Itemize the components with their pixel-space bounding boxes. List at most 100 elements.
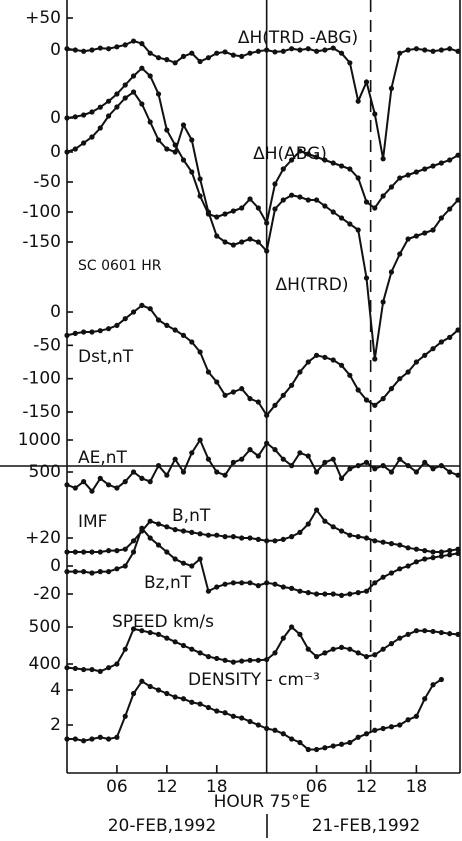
data-point <box>139 65 145 71</box>
data-point <box>122 713 128 719</box>
data-point <box>297 148 303 154</box>
data-point <box>197 531 203 537</box>
data-point <box>413 169 420 175</box>
data-point <box>139 678 145 684</box>
data-point <box>289 157 295 163</box>
data-point <box>105 665 112 671</box>
data-point <box>81 112 87 118</box>
data-point <box>405 47 411 53</box>
y-tick-label: 2 <box>50 715 61 735</box>
data-point <box>122 563 128 569</box>
data-point <box>205 588 212 594</box>
data-point <box>289 534 295 540</box>
data-point <box>347 221 353 227</box>
data-point <box>147 119 153 125</box>
data-point <box>214 655 220 662</box>
data-point <box>230 534 236 540</box>
data-point <box>422 230 428 236</box>
data-point <box>214 708 220 714</box>
data-point <box>347 466 353 472</box>
data-point <box>330 209 336 215</box>
data-point <box>172 456 178 462</box>
data-point <box>247 718 253 725</box>
data-point <box>214 532 220 538</box>
data-point <box>305 151 311 157</box>
data-point <box>405 563 411 569</box>
data-point <box>89 666 95 673</box>
data-point <box>388 269 395 275</box>
data-point <box>172 556 178 562</box>
x-axis-label: HOUR 75°E <box>214 792 311 812</box>
data-point <box>397 542 403 548</box>
data-point <box>455 197 461 203</box>
data-point <box>89 329 95 335</box>
data-point <box>380 156 386 162</box>
data-point <box>280 456 286 462</box>
data-point <box>447 631 453 637</box>
data-point <box>280 731 286 737</box>
data-point <box>114 566 120 572</box>
y-tick-label: -150 <box>22 402 61 422</box>
data-point <box>64 115 70 121</box>
data-point <box>105 326 112 332</box>
data-point <box>155 55 162 61</box>
data-point <box>388 541 395 547</box>
data-point <box>164 127 170 133</box>
data-point <box>405 631 411 638</box>
data-point <box>264 47 270 53</box>
data-point <box>164 472 170 478</box>
data-point <box>247 447 253 453</box>
data-point <box>455 546 461 552</box>
data-point <box>214 233 220 239</box>
y-tick-label: +50 <box>25 8 61 28</box>
data-point <box>455 472 461 478</box>
data-point <box>397 456 403 462</box>
data-point <box>114 104 120 110</box>
data-point <box>197 556 203 562</box>
data-point <box>105 113 112 119</box>
data-point <box>272 402 278 408</box>
data-point <box>289 463 295 469</box>
data-point <box>388 570 395 576</box>
data-point <box>197 176 203 182</box>
data-point <box>130 309 137 315</box>
data-point <box>81 48 87 54</box>
data-point <box>338 741 345 747</box>
data-point <box>272 49 278 55</box>
data-point <box>388 724 395 730</box>
data-point <box>247 50 253 56</box>
data-point <box>222 534 228 540</box>
data-point <box>388 386 395 392</box>
data-point <box>264 248 270 254</box>
data-point <box>214 469 220 475</box>
data-point <box>413 628 420 634</box>
data-point <box>97 569 103 575</box>
data-point <box>438 160 444 166</box>
data-point <box>372 205 378 211</box>
y-tick-label: -150 <box>22 232 61 252</box>
data-point <box>239 239 245 245</box>
data-point <box>155 137 162 143</box>
data-point <box>114 485 120 491</box>
data-point <box>247 196 253 202</box>
data-point <box>64 665 70 671</box>
data-point <box>164 635 170 641</box>
data-point <box>272 581 278 587</box>
data-point <box>322 591 328 597</box>
data-point <box>97 475 103 481</box>
data-point <box>255 722 261 728</box>
data-point <box>239 715 245 721</box>
data-point <box>147 629 153 636</box>
data-point <box>438 463 444 469</box>
data-point <box>164 57 170 63</box>
data-point <box>305 590 311 596</box>
data-point <box>239 53 245 60</box>
data-point <box>72 665 78 672</box>
data-point <box>430 549 436 555</box>
data-point <box>289 736 295 742</box>
data-point <box>130 538 137 544</box>
data-point <box>122 316 128 322</box>
data-point <box>164 690 170 697</box>
data-point <box>289 585 295 592</box>
data-point <box>114 548 120 554</box>
